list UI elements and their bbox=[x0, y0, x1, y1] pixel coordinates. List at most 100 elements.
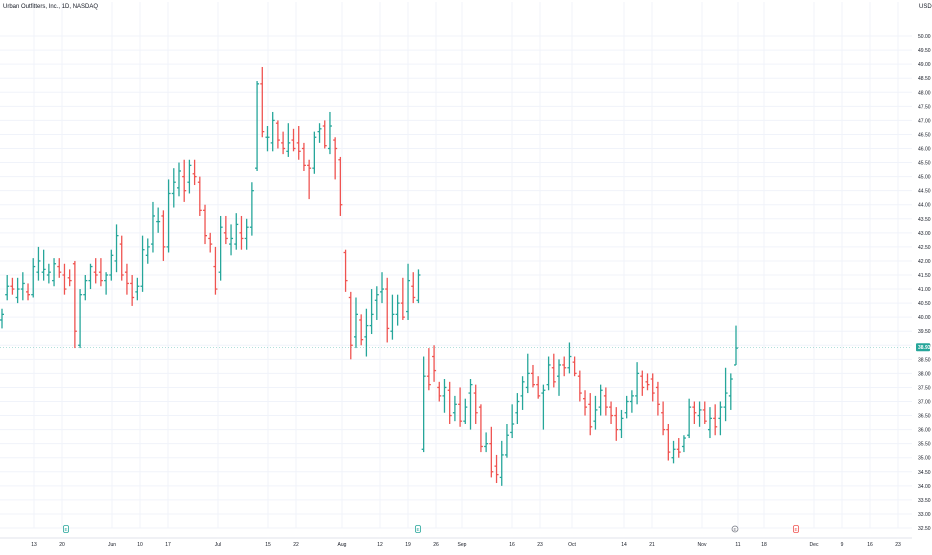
ohlc-bar[interactable] bbox=[192, 159, 197, 186]
ohlc-bar[interactable] bbox=[515, 393, 520, 424]
ohlc-bar[interactable] bbox=[46, 263, 51, 284]
ohlc-bar[interactable] bbox=[614, 407, 619, 441]
ohlc-bar[interactable] bbox=[98, 258, 103, 287]
ohlc-bar[interactable] bbox=[265, 126, 270, 152]
ohlc-bar[interactable] bbox=[57, 258, 62, 278]
ohlc-bar[interactable] bbox=[380, 272, 385, 304]
ohlc-bar[interactable] bbox=[504, 423, 509, 458]
ohlc-bar[interactable] bbox=[723, 367, 728, 422]
price-bars[interactable] bbox=[0, 66, 738, 486]
ohlc-bar[interactable] bbox=[343, 249, 348, 292]
ohlc-bar[interactable] bbox=[452, 395, 457, 422]
ohlc-bar[interactable] bbox=[447, 381, 452, 424]
ohlc-bar[interactable] bbox=[541, 384, 546, 430]
ohlc-bar[interactable] bbox=[301, 142, 306, 171]
ohlc-bar[interactable] bbox=[229, 224, 234, 256]
ohlc-bar[interactable] bbox=[244, 218, 249, 250]
ohlc-bar[interactable] bbox=[557, 359, 562, 396]
ohlc-bar[interactable] bbox=[640, 370, 645, 396]
ohlc-bar[interactable] bbox=[78, 289, 83, 349]
ohlc-bar[interactable] bbox=[5, 275, 10, 301]
ohlc-bar[interactable] bbox=[291, 128, 296, 152]
ohlc-bar[interactable] bbox=[145, 238, 150, 264]
ohlc-bar[interactable] bbox=[135, 277, 140, 301]
ohlc-bar[interactable] bbox=[681, 435, 686, 453]
ohlc-bar[interactable] bbox=[484, 432, 489, 453]
ohlc-bar[interactable] bbox=[567, 342, 572, 374]
ohlc-bar[interactable] bbox=[728, 373, 733, 410]
ohlc-bar[interactable] bbox=[593, 395, 598, 430]
ohlc-bar[interactable] bbox=[536, 376, 541, 399]
ohlc-bar[interactable] bbox=[661, 401, 666, 436]
ohlc-bar[interactable] bbox=[88, 263, 93, 290]
ohlc-bar[interactable] bbox=[275, 120, 280, 149]
ohlc-bar[interactable] bbox=[130, 275, 135, 306]
ohlc-bar[interactable] bbox=[463, 398, 468, 424]
ohlc-bar[interactable] bbox=[645, 373, 650, 391]
ohlc-bar[interactable] bbox=[62, 263, 67, 295]
ohlc-bar[interactable] bbox=[609, 401, 614, 424]
ohlc-bar[interactable] bbox=[619, 409, 624, 439]
ohlc-bar[interactable] bbox=[635, 362, 640, 405]
ohlc-bar[interactable] bbox=[572, 356, 577, 377]
ohlc-bar[interactable] bbox=[551, 353, 556, 388]
earnings-marker[interactable]: E bbox=[63, 525, 69, 533]
ohlc-bar[interactable] bbox=[426, 348, 431, 391]
ohlc-bar[interactable] bbox=[197, 176, 202, 216]
ohlc-bar[interactable] bbox=[473, 384, 478, 424]
ohlc-bar[interactable] bbox=[364, 308, 369, 357]
ohlc-bar[interactable] bbox=[369, 289, 374, 335]
ohlc-bar[interactable] bbox=[31, 258, 36, 298]
ohlc-bar[interactable] bbox=[702, 401, 707, 424]
ohlc-bar[interactable] bbox=[655, 381, 660, 416]
ohlc-bar[interactable] bbox=[530, 364, 535, 388]
ohlc-bar[interactable] bbox=[577, 370, 582, 402]
ohlc-bar[interactable] bbox=[119, 235, 124, 281]
ohlc-bar[interactable] bbox=[124, 263, 129, 295]
ohlc-bar[interactable] bbox=[223, 215, 228, 245]
ohlc-bar[interactable] bbox=[588, 393, 593, 436]
ohlc-bar[interactable] bbox=[0, 308, 4, 329]
ohlc-bar[interactable] bbox=[353, 297, 358, 349]
ohlc-bar[interactable] bbox=[546, 356, 551, 391]
ohlc-bar[interactable] bbox=[416, 269, 421, 304]
ohlc-bar[interactable] bbox=[93, 258, 98, 284]
ohlc-bar[interactable] bbox=[36, 246, 41, 281]
ohlc-bar[interactable] bbox=[374, 286, 379, 320]
ohlc-bar[interactable] bbox=[676, 438, 681, 458]
ohlc-bar[interactable] bbox=[171, 168, 176, 208]
ohlc-bar[interactable] bbox=[322, 120, 327, 149]
earnings-marker[interactable]: E bbox=[415, 525, 421, 533]
ohlc-bar[interactable] bbox=[72, 260, 77, 349]
ohlc-bar[interactable] bbox=[213, 246, 218, 295]
ohlc-bar[interactable] bbox=[525, 353, 530, 394]
ohlc-bar[interactable] bbox=[208, 232, 213, 253]
ohlc-bar[interactable] bbox=[317, 123, 322, 143]
ohlc-bar[interactable] bbox=[432, 345, 437, 382]
ohlc-bar[interactable] bbox=[687, 398, 692, 439]
time-axis[interactable]: 13 20 Jun 10 17 Jul 15 22 Aug 12 19 26 Sep 16 23 Oct 14 2… bbox=[0, 537, 912, 548]
ohlc-bar[interactable] bbox=[583, 390, 588, 416]
ohlc-bar[interactable] bbox=[114, 224, 119, 273]
ohlc-bar[interactable] bbox=[260, 66, 265, 138]
price-axis[interactable]: 50.00 49.50 49.00 48.50 48.00 47.50 47.00 46.50… bbox=[916, 34, 931, 532]
ohlc-bar[interactable] bbox=[718, 401, 723, 436]
ohlc-bar[interactable] bbox=[499, 440, 504, 486]
ohlc-bar[interactable] bbox=[104, 272, 109, 295]
ohlc-bar[interactable] bbox=[109, 249, 114, 281]
ohlc-bar[interactable] bbox=[478, 404, 483, 453]
ohlc-bar[interactable] bbox=[562, 356, 567, 377]
ohlc-bar[interactable] bbox=[270, 111, 275, 152]
ohlc-bar[interactable] bbox=[395, 294, 400, 326]
ohlc-bar[interactable] bbox=[10, 277, 15, 295]
ohlc-bar[interactable] bbox=[312, 131, 317, 174]
ohlc-bar[interactable] bbox=[166, 179, 171, 253]
ohlc-bar[interactable] bbox=[489, 426, 494, 478]
ohlc-bar[interactable] bbox=[296, 126, 301, 160]
ohlc-bar[interactable] bbox=[182, 159, 187, 202]
ohlc-bar[interactable] bbox=[734, 325, 738, 366]
ohlc-bar[interactable] bbox=[510, 404, 515, 439]
ohlc-bar[interactable] bbox=[249, 182, 254, 236]
